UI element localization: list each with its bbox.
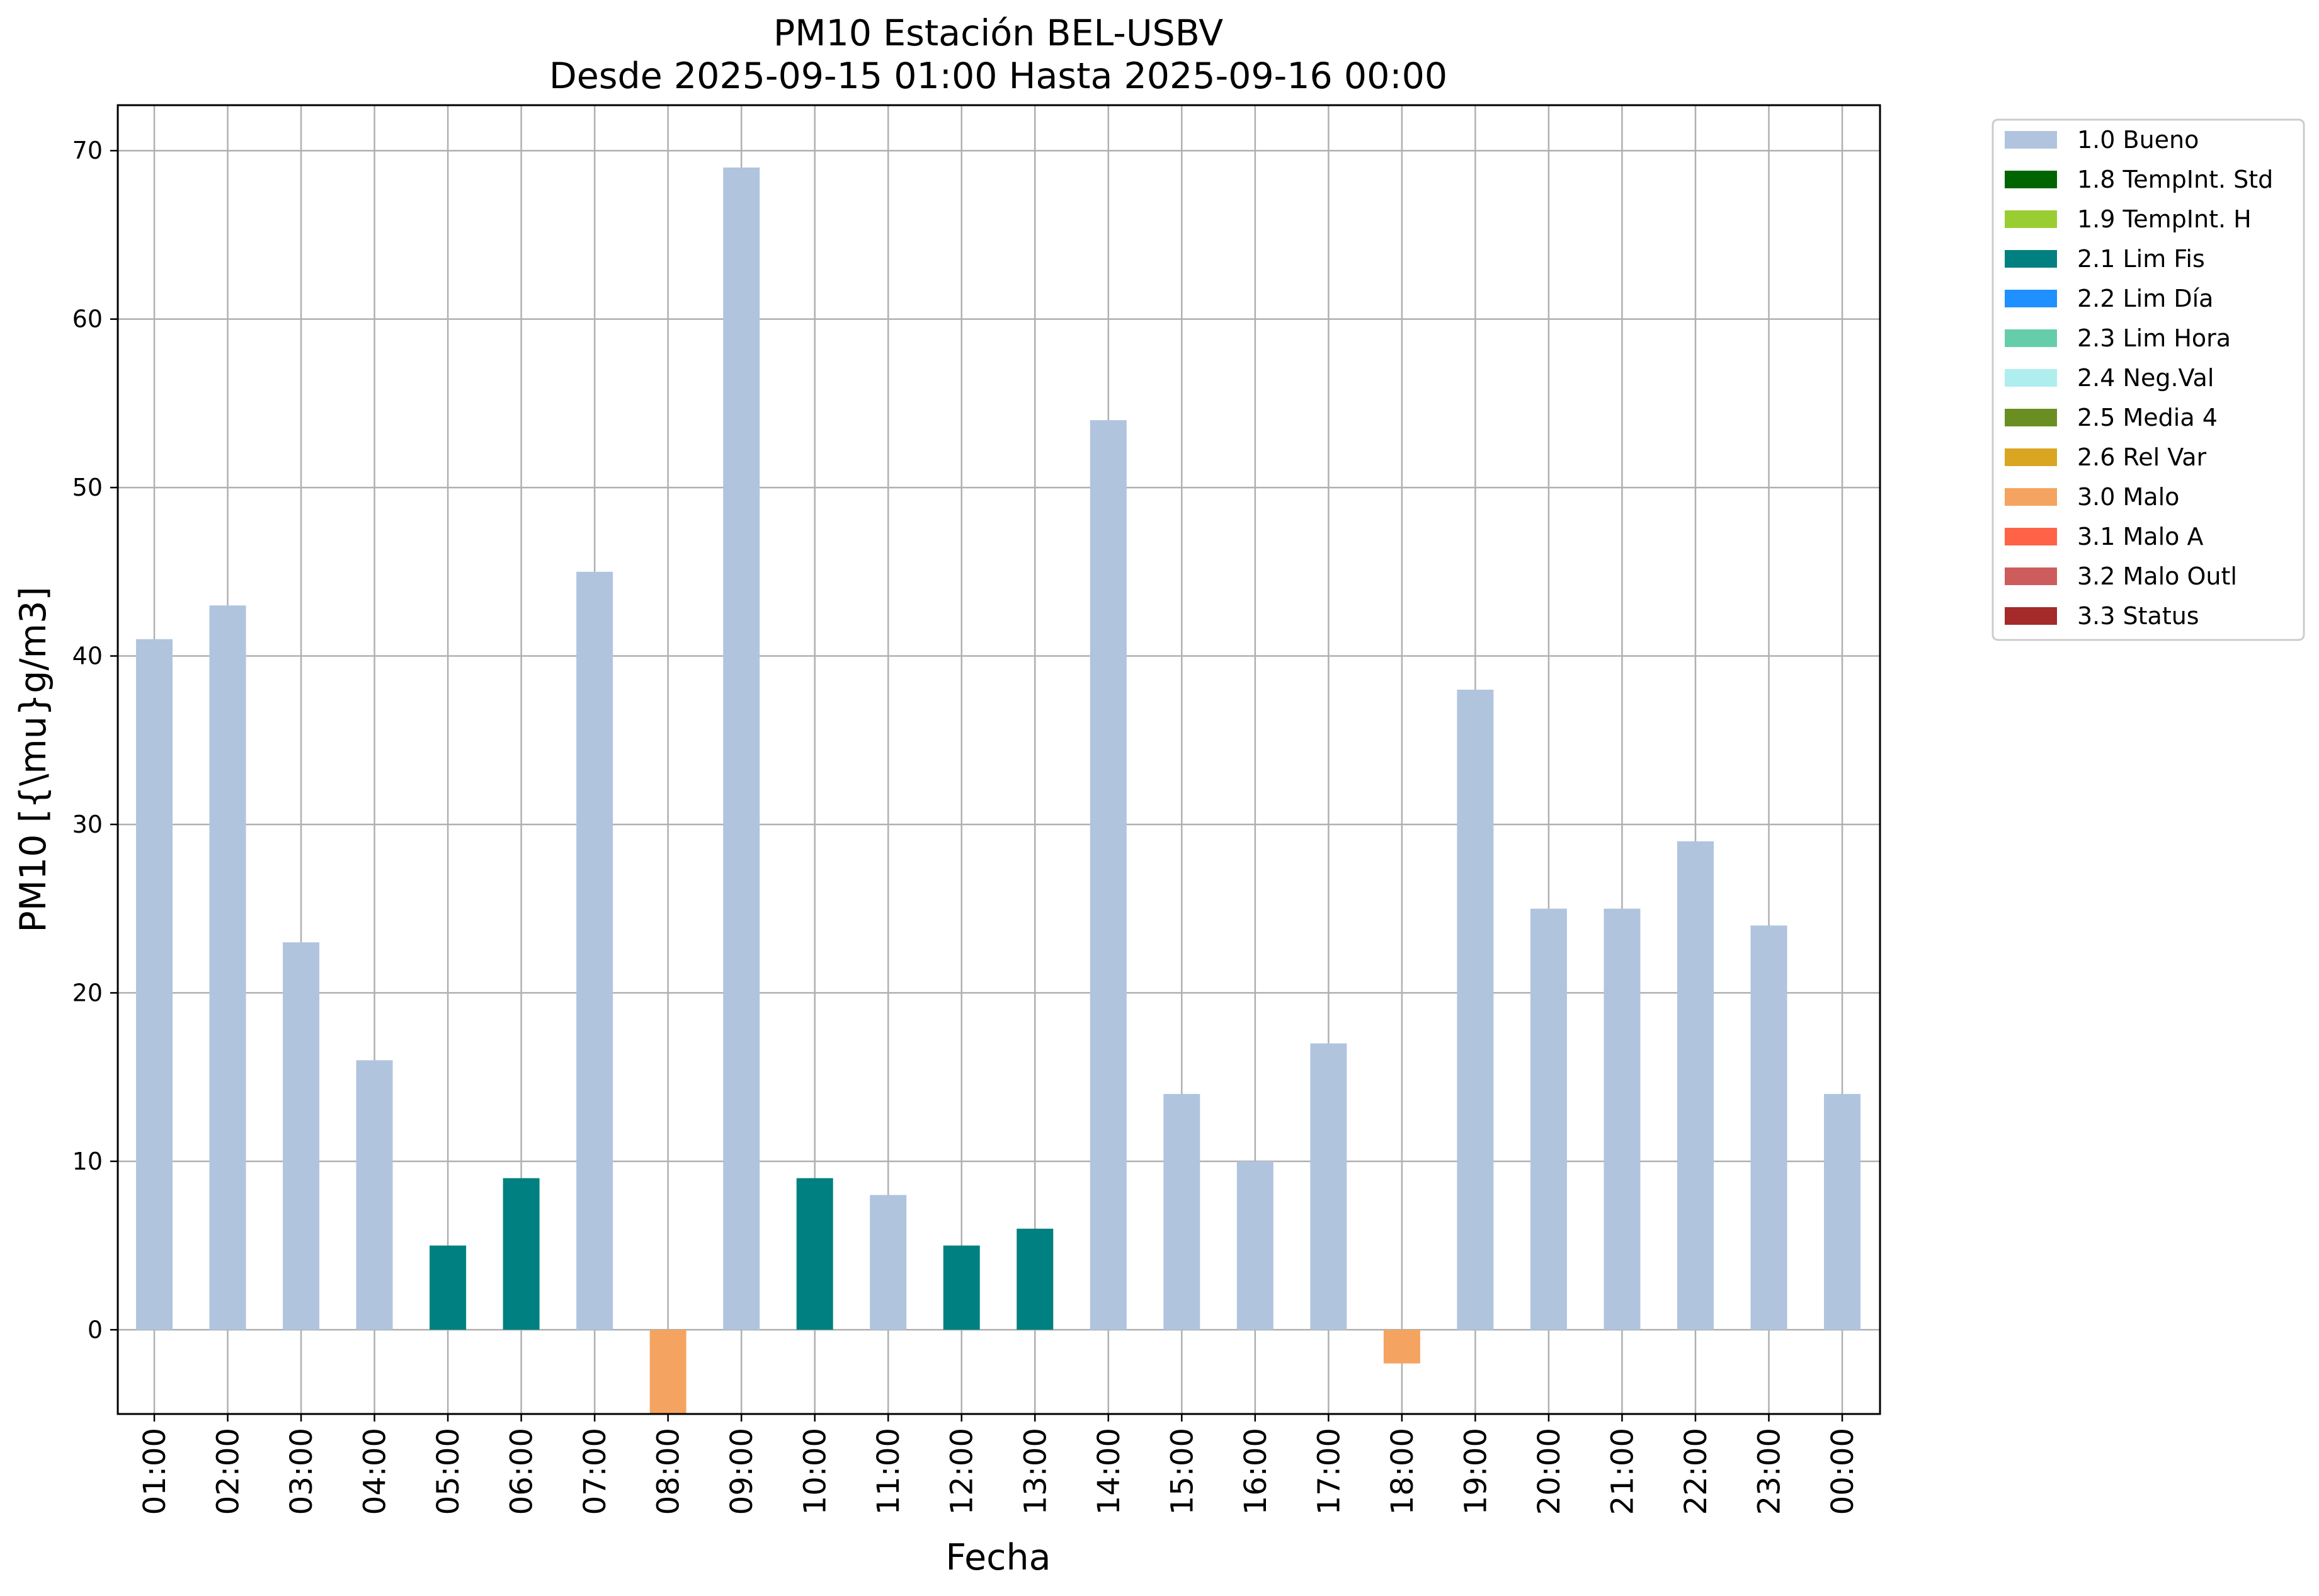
bar-02:00 — [209, 605, 246, 1330]
x-tick-label-9: 10:00 — [798, 1428, 833, 1515]
x-axis-label: Fecha — [945, 1537, 1051, 1578]
x-tick-label-5: 06:00 — [504, 1428, 540, 1515]
bar-22:00 — [1677, 841, 1714, 1330]
bar-10:00 — [796, 1178, 833, 1330]
legend-label-10: 3.1 Malo A — [2077, 523, 2203, 550]
bar-11:00 — [870, 1195, 907, 1330]
x-tick-label-0: 01:00 — [137, 1428, 173, 1515]
x-tick-label-16: 17:00 — [1311, 1428, 1347, 1515]
x-tick-label-7: 08:00 — [651, 1428, 687, 1515]
bar-14:00 — [1090, 420, 1127, 1330]
bar-20:00 — [1530, 908, 1567, 1330]
legend-swatch-6 — [2005, 369, 2057, 387]
x-tick-label-22: 23:00 — [1752, 1428, 1787, 1515]
y-tick-label-4: 40 — [72, 642, 103, 670]
bar-16:00 — [1236, 1161, 1273, 1330]
chart-title-line-1: PM10 Estación BEL-USBV — [773, 13, 1223, 54]
plot-frame — [117, 104, 1881, 1415]
bars-layer — [136, 167, 1860, 1414]
x-tick-label-21: 22:00 — [1678, 1428, 1714, 1515]
legend-label-4: 2.2 Lim Día — [2077, 285, 2213, 312]
legend-swatch-7 — [2005, 409, 2057, 426]
legend-label-5: 2.3 Lim Hora — [2077, 324, 2231, 352]
bar-21:00 — [1604, 908, 1641, 1330]
bar-09:00 — [723, 167, 760, 1330]
x-tick-label-23: 00:00 — [1825, 1428, 1860, 1515]
legend-label-7: 2.5 Media 4 — [2077, 404, 2218, 431]
legend-swatch-11 — [2005, 567, 2057, 585]
x-tick-label-4: 05:00 — [431, 1428, 466, 1515]
legend-label-12: 3.3 Status — [2077, 602, 2199, 630]
legend-swatch-4 — [2005, 290, 2057, 307]
y-tick-label-6: 60 — [72, 305, 103, 333]
x-tick-label-2: 03:00 — [284, 1428, 319, 1515]
bar-23:00 — [1750, 925, 1787, 1330]
legend-label-11: 3.2 Malo Outl — [2077, 562, 2237, 590]
x-tick-label-10: 11:00 — [871, 1428, 906, 1515]
bar-17:00 — [1310, 1043, 1347, 1330]
legend-label-6: 2.4 Neg.Val — [2077, 364, 2214, 392]
legend-swatch-12 — [2005, 607, 2057, 625]
bar-04:00 — [356, 1060, 393, 1330]
legend-label-3: 2.1 Lim Fis — [2077, 245, 2205, 273]
chart-title-line-2: Desde 2025-09-15 01:00 Hasta 2025-09-16 … — [549, 55, 1447, 97]
legend-swatch-3 — [2005, 250, 2057, 268]
y-tick-label-3: 30 — [72, 811, 103, 838]
bar-03:00 — [283, 942, 320, 1330]
x-tick-label-15: 16:00 — [1238, 1428, 1273, 1515]
x-tick-label-1: 02:00 — [211, 1428, 246, 1515]
legend-frame — [1991, 118, 2305, 641]
legend-label-1: 1.8 TempInt. Std — [2077, 166, 2273, 193]
legend-label-8: 2.6 Rel Var — [2077, 443, 2207, 471]
x-axis-ticks: 01:00 02:00 03:00 04:00 05:00 06:00 07:00 08:00… — [137, 1414, 1860, 1515]
x-tick-label-14: 15:00 — [1165, 1428, 1200, 1515]
y-axis-ticks: 0 10 20 30 40 50 60 70 — [72, 137, 118, 1343]
legend-label-9: 3.0 Malo — [2077, 483, 2179, 511]
x-tick-label-11: 12:00 — [945, 1428, 980, 1515]
x-tick-label-13: 14:00 — [1091, 1428, 1127, 1515]
y-tick-label-5: 50 — [72, 474, 103, 501]
x-tick-label-3: 04:00 — [358, 1428, 393, 1515]
legend-swatch-5 — [2005, 329, 2057, 347]
x-tick-label-12: 13:00 — [1018, 1428, 1053, 1515]
y-tick-label-2: 20 — [72, 979, 103, 1006]
bar-05:00 — [430, 1245, 467, 1330]
x-tick-label-6: 07:00 — [578, 1428, 613, 1515]
bar-12:00 — [943, 1245, 980, 1330]
legend-swatch-10 — [2005, 528, 2057, 545]
y-axis-label: PM10 [{\mu}g/m3] — [13, 586, 54, 932]
x-tick-label-17: 18:00 — [1385, 1428, 1420, 1515]
x-tick-label-19: 20:00 — [1532, 1428, 1567, 1515]
bar-18:00 — [1383, 1330, 1420, 1364]
bar-19:00 — [1457, 690, 1494, 1330]
bar-07:00 — [576, 571, 613, 1330]
x-tick-label-8: 09:00 — [724, 1428, 760, 1515]
y-tick-label-7: 70 — [72, 137, 103, 164]
bar-00:00 — [1824, 1093, 1860, 1330]
bar-06:00 — [503, 1178, 540, 1330]
legend-swatch-2 — [2005, 210, 2057, 228]
y-tick-label-0: 0 — [88, 1316, 103, 1343]
y-tick-label-1: 10 — [72, 1148, 103, 1175]
x-tick-label-20: 21:00 — [1605, 1428, 1640, 1515]
legend-swatch-0 — [2005, 131, 2057, 149]
bar-01:00 — [136, 639, 173, 1330]
legend: 1.0 Bueno 1.8 TempInt. Std 1.9 TempInt. H 2… — [1991, 118, 2305, 641]
x-tick-label-18: 19:00 — [1458, 1428, 1493, 1515]
legend-swatch-9 — [2005, 488, 2057, 506]
bar-13:00 — [1017, 1228, 1054, 1330]
bar-08:00 — [649, 1330, 687, 1414]
legend-label-0: 1.0 Bueno — [2077, 126, 2199, 154]
legend-swatch-8 — [2005, 448, 2057, 466]
legend-swatch-1 — [2005, 171, 2057, 188]
bar-15:00 — [1163, 1093, 1200, 1330]
legend-label-2: 1.9 TempInt. H — [2077, 205, 2252, 233]
